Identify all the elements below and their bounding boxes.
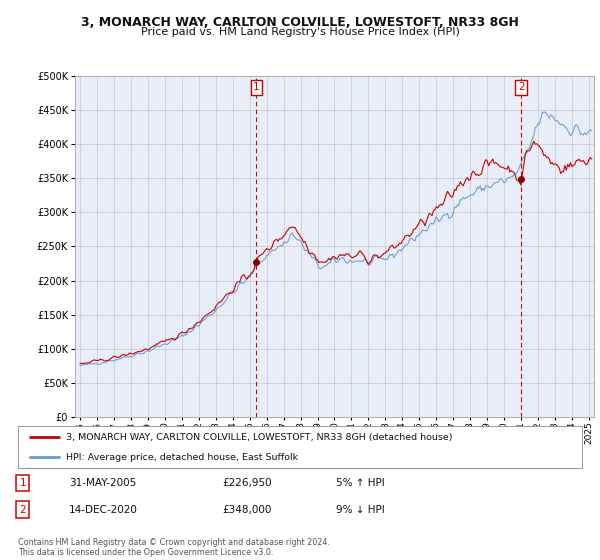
Text: 9% ↓ HPI: 9% ↓ HPI	[336, 505, 385, 515]
Text: £226,950: £226,950	[222, 478, 272, 488]
Text: 14-DEC-2020: 14-DEC-2020	[69, 505, 138, 515]
Text: 1: 1	[253, 82, 260, 92]
Text: 2: 2	[19, 505, 26, 515]
Text: 3, MONARCH WAY, CARLTON COLVILLE, LOWESTOFT, NR33 8GH: 3, MONARCH WAY, CARLTON COLVILLE, LOWEST…	[81, 16, 519, 29]
Text: 31-MAY-2005: 31-MAY-2005	[69, 478, 136, 488]
Text: 3, MONARCH WAY, CARLTON COLVILLE, LOWESTOFT, NR33 8GH (detached house): 3, MONARCH WAY, CARLTON COLVILLE, LOWEST…	[66, 433, 452, 442]
Text: 5% ↑ HPI: 5% ↑ HPI	[336, 478, 385, 488]
Text: 1: 1	[19, 478, 26, 488]
Text: 2: 2	[518, 82, 524, 92]
Text: £348,000: £348,000	[222, 505, 271, 515]
Text: Contains HM Land Registry data © Crown copyright and database right 2024.
This d: Contains HM Land Registry data © Crown c…	[18, 538, 330, 557]
Text: Price paid vs. HM Land Registry's House Price Index (HPI): Price paid vs. HM Land Registry's House …	[140, 27, 460, 37]
Text: HPI: Average price, detached house, East Suffolk: HPI: Average price, detached house, East…	[66, 452, 298, 461]
